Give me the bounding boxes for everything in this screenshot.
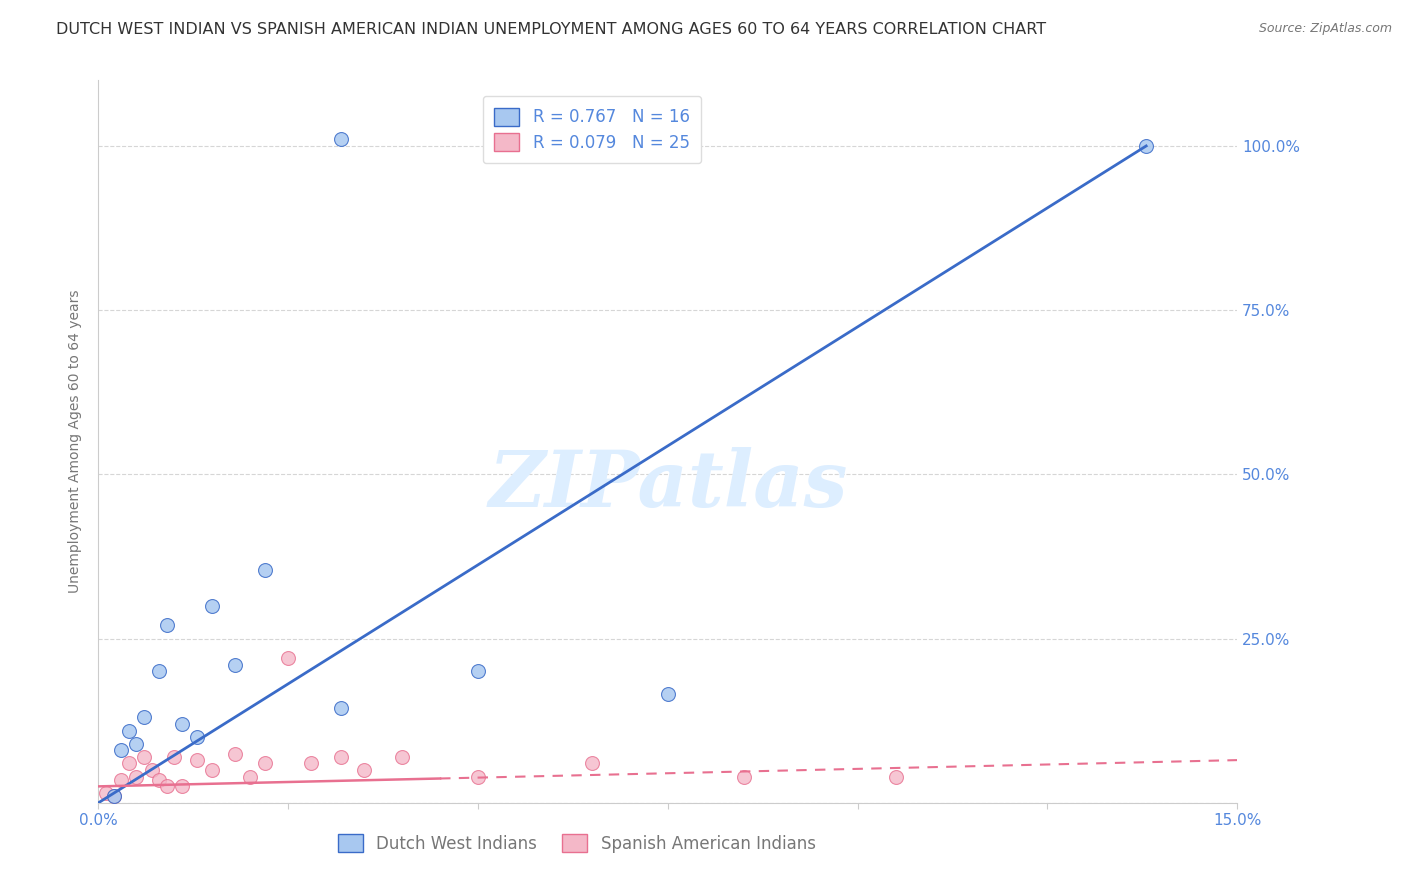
Text: DUTCH WEST INDIAN VS SPANISH AMERICAN INDIAN UNEMPLOYMENT AMONG AGES 60 TO 64 YE: DUTCH WEST INDIAN VS SPANISH AMERICAN IN… bbox=[56, 22, 1046, 37]
Point bbox=[186, 730, 208, 744]
Point bbox=[118, 756, 141, 771]
Point bbox=[330, 700, 353, 714]
Point bbox=[201, 763, 224, 777]
Text: ZIPatlas: ZIPatlas bbox=[488, 447, 848, 523]
Point bbox=[299, 756, 322, 771]
Text: Source: ZipAtlas.com: Source: ZipAtlas.com bbox=[1258, 22, 1392, 36]
Point bbox=[103, 789, 125, 804]
Point bbox=[467, 770, 489, 784]
Point bbox=[94, 786, 117, 800]
Point bbox=[254, 563, 277, 577]
Point bbox=[110, 772, 132, 787]
Legend: Dutch West Indians, Spanish American Indians: Dutch West Indians, Spanish American Ind… bbox=[332, 828, 823, 860]
Point bbox=[224, 657, 246, 672]
Point bbox=[657, 687, 679, 701]
Point bbox=[141, 763, 163, 777]
Point bbox=[330, 132, 353, 146]
Y-axis label: Unemployment Among Ages 60 to 64 years: Unemployment Among Ages 60 to 64 years bbox=[69, 290, 83, 593]
Point bbox=[118, 723, 141, 738]
Point bbox=[391, 749, 413, 764]
Point bbox=[224, 747, 246, 761]
Point bbox=[1135, 139, 1157, 153]
Point bbox=[132, 749, 155, 764]
Point bbox=[156, 618, 179, 632]
Point bbox=[170, 717, 193, 731]
Point bbox=[148, 665, 170, 679]
Point bbox=[103, 789, 125, 804]
Point bbox=[239, 770, 262, 784]
Point bbox=[148, 772, 170, 787]
Point bbox=[125, 770, 148, 784]
Point bbox=[110, 743, 132, 757]
Point bbox=[156, 780, 179, 794]
Point bbox=[170, 780, 193, 794]
Point bbox=[201, 599, 224, 613]
Point bbox=[884, 770, 907, 784]
Point bbox=[733, 770, 755, 784]
Point bbox=[254, 756, 277, 771]
Point bbox=[186, 753, 208, 767]
Point bbox=[277, 651, 299, 665]
Point bbox=[581, 756, 603, 771]
Point bbox=[125, 737, 148, 751]
Point bbox=[163, 749, 186, 764]
Point bbox=[330, 749, 353, 764]
Point bbox=[132, 710, 155, 724]
Point bbox=[353, 763, 375, 777]
Point bbox=[467, 665, 489, 679]
